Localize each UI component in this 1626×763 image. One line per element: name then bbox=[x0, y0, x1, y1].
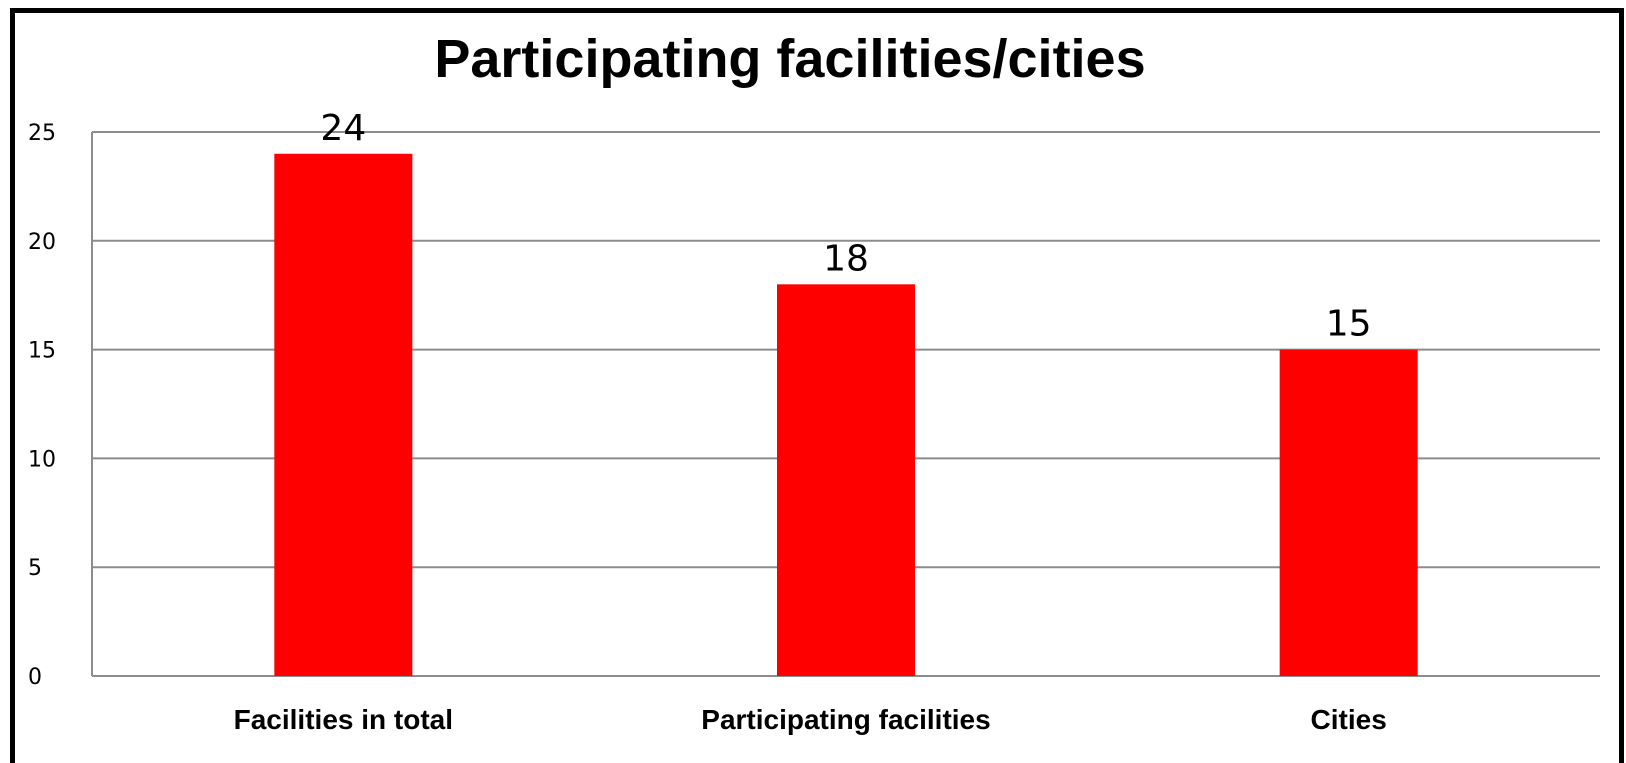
bar bbox=[1279, 349, 1418, 676]
category-label: Participating facilities bbox=[701, 704, 990, 735]
y-tick-label: 20 bbox=[28, 230, 56, 255]
category-label: Facilities in total bbox=[234, 704, 453, 735]
chart-title: Participating facilities/cities bbox=[434, 29, 1146, 89]
data-label: 24 bbox=[320, 108, 366, 149]
data-label: 18 bbox=[823, 238, 869, 279]
bar bbox=[274, 153, 413, 676]
y-tick-label: 10 bbox=[28, 447, 56, 472]
y-tick-label: 0 bbox=[28, 665, 42, 690]
category-label: Cities bbox=[1311, 704, 1387, 735]
y-tick-label: 5 bbox=[28, 556, 42, 581]
bars bbox=[274, 153, 1418, 676]
y-tick-label: 25 bbox=[28, 121, 56, 146]
labels: 0 5 10 15 20 25 24 Facilities in total 18 Partici… bbox=[28, 108, 1387, 735]
bar bbox=[777, 284, 915, 676]
chart-frame bbox=[10, 8, 1624, 763]
y-tick-label: 15 bbox=[28, 339, 56, 364]
data-label: 15 bbox=[1326, 304, 1372, 345]
